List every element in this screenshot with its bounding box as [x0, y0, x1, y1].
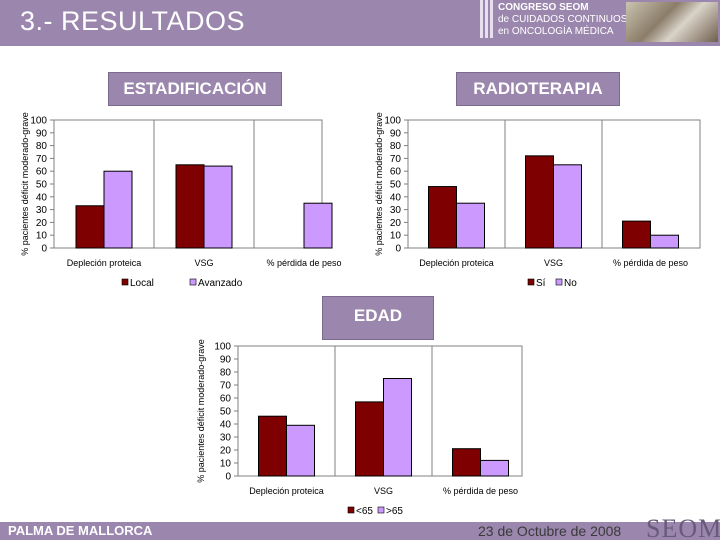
radioterapia-category-label: VSG	[544, 258, 563, 268]
radioterapia-ytick-label: 50	[390, 180, 402, 191]
edad-ytick-label: 20	[220, 446, 232, 457]
radioterapia-category-label: Depleción proteica	[419, 258, 494, 268]
edad-category-label: Depleción proteica	[249, 486, 324, 496]
estadificacion-ytick-label: 100	[30, 116, 47, 127]
estadificacion-ytick-label: 40	[36, 192, 48, 203]
edad-ytick-label: 90	[220, 355, 232, 366]
edad-bar-s1	[452, 448, 481, 477]
radioterapia-legend-swatch	[527, 278, 535, 286]
estadificacion-ytick-label: 10	[36, 231, 48, 242]
radioterapia-legend-label: Sí	[536, 278, 546, 289]
edad-legend-swatch	[347, 506, 355, 514]
radioterapia-ytick-label: 10	[390, 231, 402, 242]
estadificacion-ytick-label: 80	[36, 141, 48, 152]
estadificacion-legend-label: Local	[130, 278, 154, 289]
radioterapia-ytick-label: 30	[390, 205, 402, 216]
radioterapia-ytick-label: 70	[390, 154, 402, 165]
estadificacion-legend-swatch	[189, 278, 197, 286]
estadificacion-bar-s2	[103, 170, 133, 249]
radioterapia-title: RADIOTERAPIA	[456, 72, 620, 106]
edad-ytick-label: 40	[220, 420, 232, 431]
estadificacion-ytick-label: 0	[41, 244, 47, 255]
edad-category-label: % pérdida de peso	[443, 486, 518, 496]
estadificacion-legend-label: Avanzado	[198, 278, 243, 289]
estadificacion-ytick-label: 30	[36, 205, 48, 216]
edad-ytick-label: 60	[220, 394, 232, 405]
radioterapia-ytick-label: 0	[395, 244, 401, 255]
radioterapia-legend-swatch	[555, 278, 563, 286]
estadificacion-category-label: VSG	[194, 258, 213, 268]
edad-legend-label: >65	[386, 506, 403, 517]
radioterapia-ytick-label: 60	[390, 167, 402, 178]
edad-legend-label: <65	[356, 506, 373, 517]
estadificacion-ytick-label: 50	[36, 180, 48, 191]
edad-legend-swatch	[377, 506, 385, 514]
edad-bar-s2	[286, 424, 315, 477]
estadificacion-title: ESTADIFICACIÓN	[108, 72, 282, 106]
edad-bar-s2	[480, 459, 509, 477]
radioterapia-ytick-label: 100	[384, 116, 401, 127]
edad-ytick-label: 50	[220, 407, 232, 418]
edad-ytick-label: 30	[220, 433, 232, 444]
radioterapia-bar-s2	[650, 234, 679, 249]
edad-y-axis-label: % pacientes déficit moderado-grave	[196, 339, 206, 483]
estadificacion-bar-s2	[303, 202, 333, 249]
footer-location: PALMA DE MALLORCA	[8, 523, 153, 538]
estadificacion-ytick-label: 70	[36, 154, 48, 165]
radioterapia-ytick-label: 40	[390, 192, 402, 203]
radioterapia-bar-s1	[622, 220, 651, 249]
edad-ytick-label: 100	[214, 342, 231, 353]
radioterapia-legend-label: No	[564, 278, 577, 289]
seom-logo: SEOM	[646, 514, 720, 543]
edad-ytick-label: 70	[220, 381, 232, 392]
estadificacion-ytick-label: 60	[36, 167, 48, 178]
edad-ytick-label: 80	[220, 368, 232, 379]
estadificacion-legend-swatch	[121, 278, 129, 286]
radioterapia-bar-s2	[553, 164, 582, 249]
estadificacion-category-label: % pérdida de peso	[266, 258, 341, 268]
radioterapia-bar-s1	[525, 155, 554, 249]
radioterapia-bar-s2	[456, 202, 485, 249]
estadificacion-category-label: Depleción proteica	[67, 258, 142, 268]
radioterapia-ytick-label: 20	[390, 218, 402, 229]
edad-ytick-label: 10	[220, 459, 232, 470]
edad-category-label: VSG	[374, 486, 393, 496]
logo-line-1: CONGRESO SEOM	[498, 2, 589, 13]
edad-bar-s1	[258, 415, 287, 477]
edad-title: EDAD	[322, 296, 434, 340]
estadificacion-ytick-label: 20	[36, 218, 48, 229]
radioterapia-y-axis-label: % pacientes déficit moderado-grave	[374, 112, 384, 256]
logo-line-2: de CUIDADOS CONTINUOS	[498, 14, 628, 25]
left-stripe	[0, 46, 14, 522]
page-title: 3.- RESULTADOS	[20, 6, 246, 36]
estadificacion-bar-s1	[75, 205, 105, 249]
edad-ytick-label: 0	[225, 472, 231, 483]
edad-bar-s2	[383, 378, 412, 477]
radioterapia-ytick-label: 80	[390, 141, 402, 152]
footer-bar: PALMA DE MALLORCA 23 de Octubre de 2008 …	[0, 514, 720, 543]
radioterapia-ytick-label: 90	[390, 128, 402, 139]
congress-logo: CONGRESO SEOM de CUIDADOS CONTINUOS en O…	[478, 0, 628, 42]
estadificacion-bar-s2	[203, 165, 233, 249]
logo-line-3: en ONCOLOGÍA MÉDICA	[498, 26, 614, 37]
estadificacion-ytick-label: 90	[36, 128, 48, 139]
edad-bar-s1	[355, 401, 384, 477]
footer-date: 23 de Octubre de 2008	[478, 523, 622, 539]
header-bar: 3.- RESULTADOS CONGRESO SEOM de CUIDADOS…	[0, 0, 720, 46]
estadificacion-y-axis-label: % pacientes déficit moderado-grave	[20, 112, 30, 256]
header-photo	[626, 2, 718, 42]
radioterapia-category-label: % pérdida de peso	[613, 258, 688, 268]
